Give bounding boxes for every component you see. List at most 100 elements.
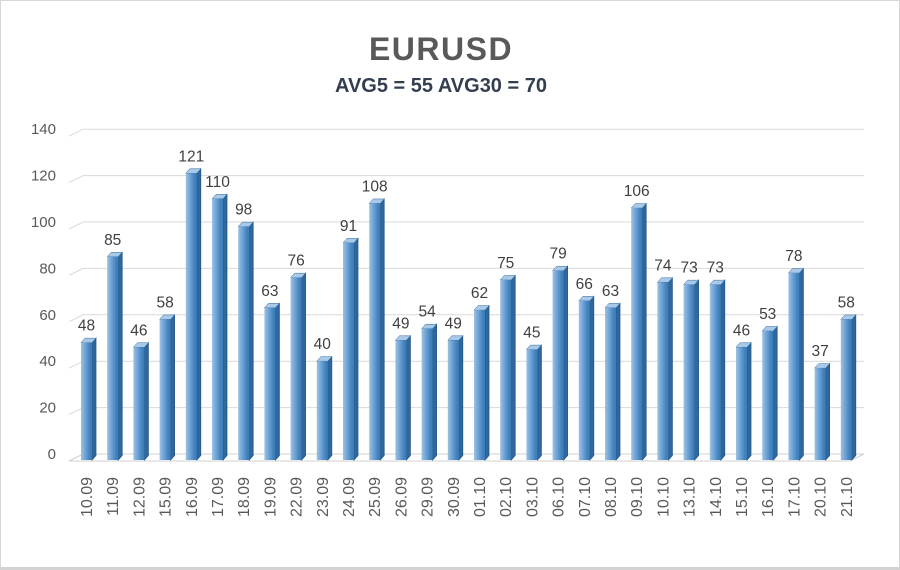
bar-value-label: 85 bbox=[104, 232, 121, 249]
bar-side bbox=[825, 362, 830, 461]
bar-side bbox=[406, 334, 411, 461]
bar-value-label: 121 bbox=[178, 148, 204, 165]
bar-side bbox=[327, 355, 333, 461]
bar bbox=[159, 319, 171, 460]
x-axis-label: 25.09 bbox=[367, 477, 384, 517]
bar-value-label: 74 bbox=[654, 257, 672, 274]
bar-side bbox=[563, 265, 568, 461]
bar-group bbox=[735, 341, 752, 461]
bar-group bbox=[80, 337, 97, 461]
bar-value-label: 79 bbox=[549, 246, 566, 263]
x-axis-label: 17.09 bbox=[210, 477, 227, 517]
bar-side bbox=[746, 341, 752, 461]
bar-group bbox=[630, 202, 647, 461]
bar-group bbox=[709, 279, 726, 461]
bar-side bbox=[694, 279, 699, 461]
bar-value-label: 66 bbox=[576, 276, 593, 293]
x-axis-label: 12.09 bbox=[131, 477, 148, 517]
gridline bbox=[68, 314, 864, 323]
chart-subtitle: AVG5 = 55 AVG30 = 70 bbox=[335, 75, 547, 97]
bar-group bbox=[237, 221, 254, 461]
bar bbox=[736, 347, 747, 460]
x-axis-label: 22.09 bbox=[289, 477, 306, 517]
bar-group bbox=[394, 334, 411, 461]
bar-group bbox=[106, 251, 123, 461]
bar-group bbox=[814, 362, 831, 461]
bar-side bbox=[196, 167, 202, 461]
x-axis-label: 06.10 bbox=[551, 477, 568, 517]
gridline bbox=[68, 267, 864, 276]
bar bbox=[421, 328, 433, 460]
x-axis-label: 20.10 bbox=[813, 477, 830, 517]
bar bbox=[107, 256, 119, 460]
x-axis-label: 01.10 bbox=[472, 477, 489, 517]
x-axis-label: 23.09 bbox=[315, 477, 332, 517]
x-axis-label: 16.09 bbox=[184, 477, 201, 517]
bar-value-label: 40 bbox=[314, 336, 332, 353]
x-axis-label: 24.09 bbox=[341, 477, 358, 517]
bar-top bbox=[106, 252, 123, 258]
bar-side bbox=[799, 267, 804, 461]
bar bbox=[578, 300, 590, 460]
bar-side bbox=[458, 334, 464, 461]
bar-group bbox=[787, 267, 804, 461]
bar-group bbox=[132, 341, 149, 461]
bar-group bbox=[525, 344, 542, 461]
x-axis-label: 19.09 bbox=[262, 477, 279, 517]
bar-group bbox=[368, 197, 385, 461]
x-axis-label: 14.10 bbox=[708, 477, 725, 517]
x-axis-label: 03.10 bbox=[524, 477, 541, 517]
x-axis-label: 29.09 bbox=[420, 477, 437, 517]
bar-group bbox=[342, 237, 359, 461]
bar-group bbox=[421, 323, 438, 461]
bar-value-label: 46 bbox=[733, 322, 750, 339]
x-axis-label: 11.09 bbox=[105, 477, 122, 516]
x-axis-label: 09.10 bbox=[629, 477, 646, 517]
x-axis-label: 21.10 bbox=[839, 477, 856, 517]
bar bbox=[788, 273, 800, 460]
bar-side bbox=[484, 304, 490, 461]
bar-group bbox=[185, 167, 202, 461]
bar-value-label: 58 bbox=[838, 294, 855, 311]
bar-value-label: 45 bbox=[523, 325, 540, 342]
x-axis-label: 30.09 bbox=[446, 477, 463, 517]
bar bbox=[631, 208, 643, 460]
bar-value-label: 48 bbox=[78, 318, 95, 335]
bar-side bbox=[510, 274, 516, 461]
gridline bbox=[68, 128, 864, 137]
bar-group bbox=[473, 304, 490, 461]
bar-side bbox=[851, 313, 857, 461]
bar-side bbox=[641, 202, 647, 461]
bar bbox=[290, 277, 302, 460]
bar-group bbox=[159, 313, 176, 461]
bar-group bbox=[840, 313, 857, 461]
bar-value-label: 78 bbox=[785, 248, 802, 265]
bar-value-label: 98 bbox=[235, 202, 252, 219]
gridline bbox=[68, 175, 864, 184]
bar bbox=[264, 307, 276, 460]
bar bbox=[185, 173, 197, 460]
x-axis-label: 08.10 bbox=[603, 477, 620, 517]
y-axis-label: 140 bbox=[31, 121, 56, 138]
bar bbox=[133, 347, 145, 460]
bar-side bbox=[222, 193, 228, 461]
bar-side bbox=[144, 341, 149, 461]
bar-value-label: 63 bbox=[261, 283, 278, 300]
bar-value-label: 37 bbox=[811, 343, 828, 360]
y-axis-label: 100 bbox=[31, 214, 56, 231]
x-axis-label: 10.10 bbox=[655, 477, 672, 517]
bar-value-label: 75 bbox=[497, 255, 514, 272]
bar-group bbox=[447, 334, 464, 461]
bar-group bbox=[604, 302, 621, 461]
bar-side bbox=[720, 279, 726, 461]
bar-side bbox=[537, 344, 542, 461]
bar-group bbox=[263, 302, 280, 461]
bar-side bbox=[170, 313, 175, 461]
bar bbox=[343, 242, 354, 460]
bar-value-label: 49 bbox=[392, 315, 409, 332]
bar-value-label: 62 bbox=[471, 285, 488, 302]
x-axis-label: 07.10 bbox=[577, 477, 594, 517]
bar bbox=[814, 368, 826, 460]
bar-value-label: 73 bbox=[707, 260, 724, 277]
